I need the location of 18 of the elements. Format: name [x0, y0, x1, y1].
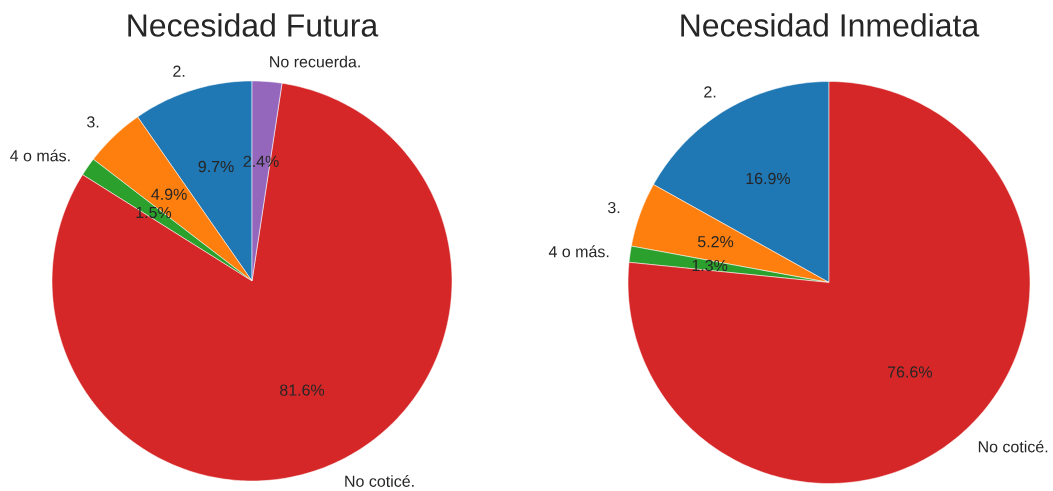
slice-label: 2. [704, 86, 716, 98]
data-label: 76.6% [888, 366, 932, 378]
data-label: 4.9% [151, 188, 187, 200]
data-label: 16.9% [746, 172, 791, 185]
chart-title: Necesidad Inmediata [681, 13, 980, 37]
slice-label: 4 o más. [548, 245, 609, 258]
slice-label: 3. [607, 201, 620, 214]
chart-title: Necesidad Futura [128, 13, 379, 37]
slice-label: No recuerda. [270, 55, 360, 68]
slice-label: No coticé. [978, 440, 1048, 453]
slice-label: 2. [173, 65, 185, 77]
slice-label: 4 o más. [10, 149, 70, 162]
data-label: 81.6% [280, 384, 325, 396]
data-label: 5.2% [697, 235, 734, 248]
data-label: 1.3% [692, 259, 728, 272]
slice-label: No coticé. [345, 475, 414, 487]
slice-label: 3. [87, 116, 99, 128]
data-label: 9.7% [198, 160, 234, 173]
